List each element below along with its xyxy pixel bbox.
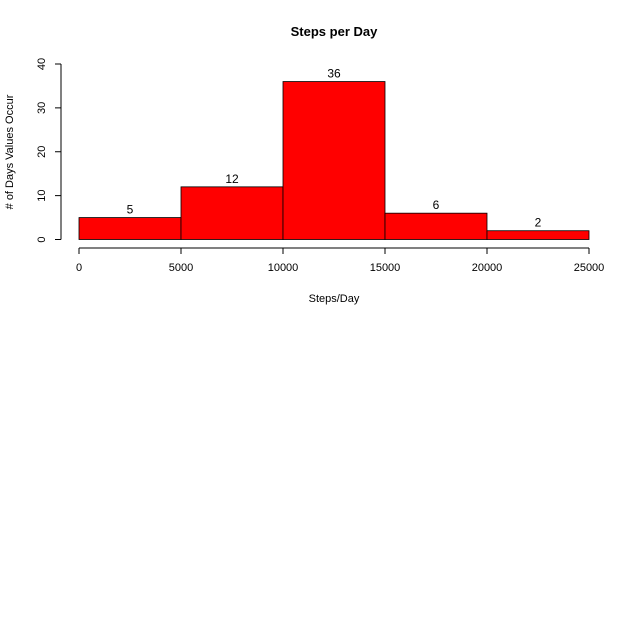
- histogram-bar-2: [282, 81, 386, 240]
- y-tick-label-0: 0: [36, 236, 48, 242]
- y-tick-label-3: 30: [36, 102, 48, 114]
- x-tick-label-0: 0: [76, 262, 82, 274]
- y-axis-label: # of Days Values Occur: [4, 94, 16, 209]
- x-axis: 0 5000 10000 15000 20000 25000: [76, 247, 605, 274]
- x-tick-label-1: 5000: [169, 262, 193, 274]
- x-tick-label-3: 15000: [370, 262, 401, 274]
- bar-count-label-3: 6: [433, 198, 440, 212]
- histogram-bar-1: [180, 186, 284, 240]
- bar-count-label-0: 5: [127, 203, 134, 217]
- chart-title: Steps per Day: [291, 24, 378, 39]
- bar-count-label-2: 36: [327, 67, 341, 81]
- x-tick-label-4: 20000: [472, 262, 503, 274]
- y-tick-label-2: 20: [36, 146, 48, 158]
- x-axis-label: Steps/Day: [309, 293, 360, 305]
- histogram-bar-4: [486, 230, 590, 240]
- bars-group: [78, 81, 590, 240]
- y-axis: 0 10 20 30 40: [36, 58, 62, 243]
- bar-count-label-4: 2: [535, 216, 542, 230]
- y-tick-label-4: 40: [36, 58, 48, 70]
- histogram-bar-3: [384, 212, 488, 240]
- bar-labels-group: 5 12 36 6 2: [127, 67, 542, 230]
- x-tick-label-5: 25000: [574, 262, 605, 274]
- x-tick-label-2: 10000: [268, 262, 299, 274]
- bar-count-label-1: 12: [225, 172, 239, 186]
- histogram-bar-0: [78, 217, 182, 240]
- y-tick-label-1: 10: [36, 190, 48, 202]
